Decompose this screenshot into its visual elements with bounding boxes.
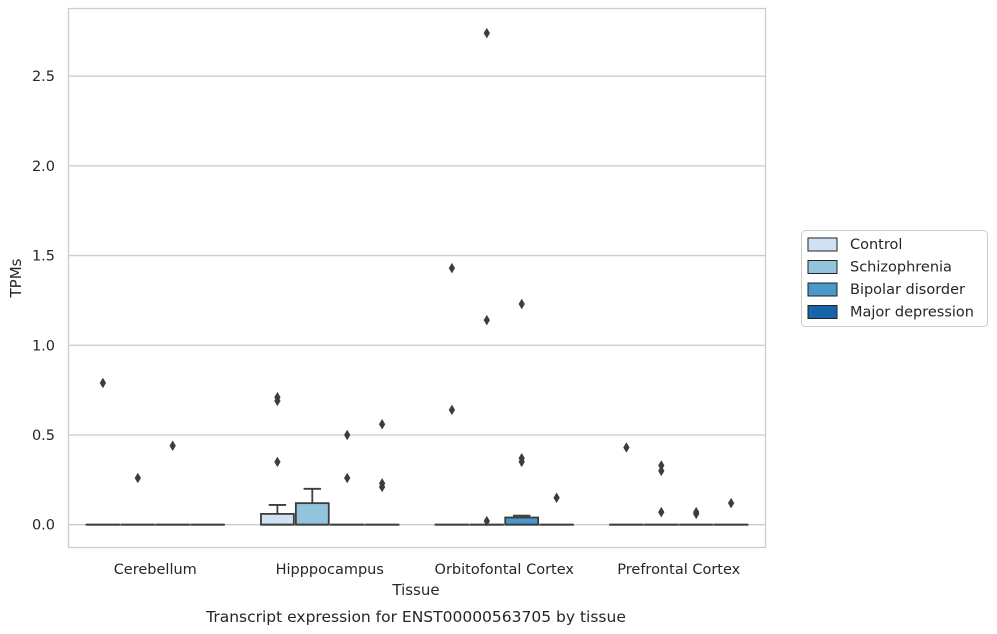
y-tick-label: 0.5 (32, 428, 55, 444)
legend-label: Control (850, 237, 902, 253)
box-bipolar-disorder (504, 514, 540, 526)
legend-frame (801, 230, 988, 327)
outlier-point (344, 472, 351, 484)
outlier-point (344, 429, 351, 441)
outlier-point (134, 472, 141, 484)
y-axis-title: TPMs (7, 258, 25, 298)
outlier-point (99, 377, 107, 389)
legend-swatch (807, 305, 838, 319)
outlier-point (518, 298, 525, 310)
outlier-point (658, 506, 665, 518)
x-tick-labels: Cerebellum Hipppocampus Orbitofontal Corte… (114, 562, 741, 578)
outlier-point (274, 456, 281, 468)
x-tick-label: Prefrontal Cortex (617, 562, 740, 578)
legend-label: Major depression (850, 305, 974, 321)
y-tick-label: 2.5 (32, 69, 55, 85)
boxes (85, 487, 749, 526)
outlier-point (658, 465, 665, 477)
box-body (504, 516, 540, 526)
outlier-point (727, 497, 735, 509)
y-tick-label: 2.0 (32, 159, 55, 175)
legend-swatch (807, 260, 838, 274)
outlier-point (658, 460, 665, 471)
outlier-point (274, 392, 281, 403)
y-tick-label: 1.5 (32, 249, 55, 265)
outlier-point (693, 506, 700, 518)
outlier-point (448, 262, 456, 274)
outlier-point (483, 27, 490, 39)
x-tick-label: Orbitofontal Cortex (435, 562, 575, 578)
outlier-point (483, 515, 490, 527)
chart-caption: Transcript expression for ENST0000056370… (205, 608, 626, 626)
box-control (260, 504, 295, 526)
x-axis-title: Tissue (391, 581, 439, 599)
outlier-point (623, 442, 630, 453)
outlier-point (448, 404, 456, 416)
outlier-point (378, 418, 386, 430)
outlier-point (518, 453, 525, 464)
legend-swatch (807, 237, 838, 252)
plot-area-frame (67, 7, 767, 549)
outlier-point (169, 440, 176, 451)
box-body (294, 502, 330, 526)
box-schizophrenia (294, 487, 330, 526)
grid-lines (68, 75, 766, 526)
x-tick-label: Cerebellum (114, 562, 197, 578)
legend-label: Bipolar disorder (850, 282, 965, 298)
y-tick-label: 0.0 (32, 518, 55, 534)
box-body (260, 513, 295, 526)
x-tick-label: Hipppocampus (276, 562, 384, 578)
outlier-point (483, 314, 490, 326)
y-tick-label: 1.0 (32, 338, 55, 354)
outlier-point (378, 478, 386, 489)
legend: Control Schizophrenia Bipolar disorder Majo… (801, 230, 988, 327)
outliers (99, 27, 735, 527)
outlier-point (553, 492, 560, 504)
legend-label: Schizophrenia (850, 260, 952, 276)
y-tick-labels: 0.0 0.5 1.0 1.5 2.0 2.5 (32, 69, 55, 534)
legend-swatch (807, 282, 838, 297)
